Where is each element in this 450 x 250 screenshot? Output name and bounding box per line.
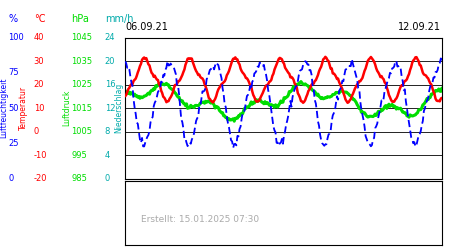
Text: -10: -10	[34, 151, 47, 160]
Text: Temperatur: Temperatur	[19, 86, 28, 130]
Text: 06.09.21: 06.09.21	[126, 22, 169, 32]
Text: Luftdruck: Luftdruck	[62, 90, 71, 126]
Text: 24: 24	[105, 33, 115, 42]
Text: 8: 8	[105, 127, 110, 136]
Text: 1025: 1025	[71, 80, 92, 89]
Text: 0: 0	[105, 174, 110, 183]
Text: 20: 20	[34, 80, 44, 89]
Text: Niederschlag: Niederschlag	[114, 83, 123, 133]
Text: 0: 0	[34, 127, 39, 136]
Text: 1005: 1005	[71, 127, 92, 136]
Text: 985: 985	[71, 174, 87, 183]
Text: %: %	[8, 14, 17, 24]
Text: 995: 995	[71, 151, 87, 160]
Text: 12: 12	[105, 104, 115, 113]
Text: 40: 40	[34, 33, 44, 42]
Text: Erstellt: 15.01.2025 07:30: Erstellt: 15.01.2025 07:30	[141, 215, 259, 224]
Text: 20: 20	[105, 56, 115, 66]
Text: 10: 10	[34, 104, 44, 113]
Text: 50: 50	[8, 104, 18, 113]
Text: 4: 4	[105, 151, 110, 160]
Text: 16: 16	[105, 80, 116, 89]
Text: 25: 25	[8, 139, 18, 148]
Text: °C: °C	[34, 14, 45, 24]
Text: 0: 0	[8, 174, 14, 183]
Text: mm/h: mm/h	[105, 14, 133, 24]
Text: 1015: 1015	[71, 104, 92, 113]
Text: 1035: 1035	[71, 56, 92, 66]
Text: Luftfeuchtigkeit: Luftfeuchtigkeit	[0, 78, 8, 138]
Text: 12.09.21: 12.09.21	[398, 22, 441, 32]
Text: 75: 75	[8, 68, 19, 77]
Text: 1045: 1045	[71, 33, 92, 42]
Text: hPa: hPa	[71, 14, 89, 24]
Text: 100: 100	[8, 33, 24, 42]
Text: 30: 30	[34, 56, 45, 66]
Text: -20: -20	[34, 174, 47, 183]
